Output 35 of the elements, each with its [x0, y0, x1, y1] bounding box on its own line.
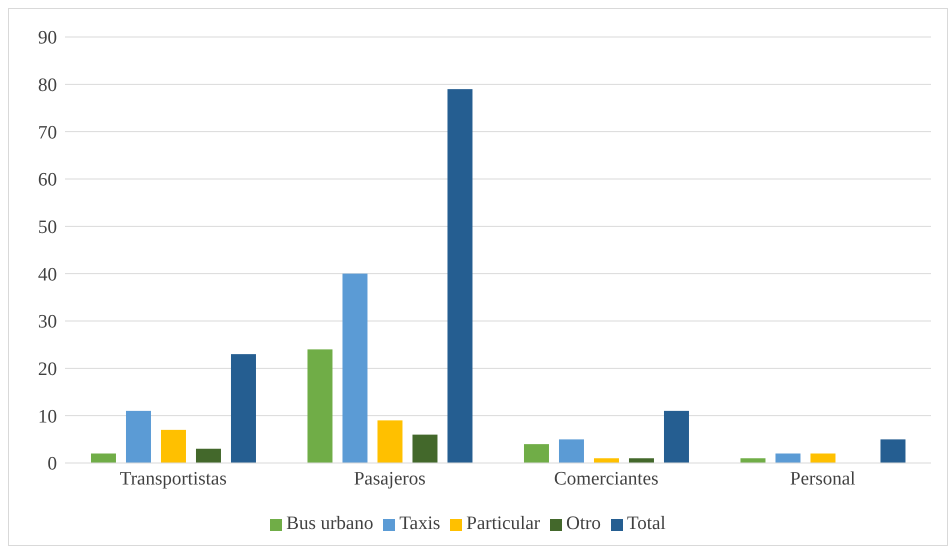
bar — [307, 349, 332, 463]
y-tick-label: 10 — [38, 406, 57, 428]
y-tick-label: 40 — [38, 264, 57, 286]
legend-label: Particular — [466, 513, 540, 534]
y-tick-label: 20 — [38, 359, 57, 380]
bar — [775, 454, 800, 463]
bar — [412, 434, 438, 463]
y-tick-label: 90 — [38, 28, 57, 49]
bar — [377, 420, 402, 463]
bar — [342, 274, 368, 463]
bar — [447, 89, 472, 463]
x-tick-label: Transportistas — [120, 468, 227, 490]
y-tick-label: 70 — [38, 122, 57, 144]
bar — [810, 454, 836, 463]
legend-label: Otro — [566, 513, 601, 534]
legend-label: Total — [626, 513, 666, 534]
bar — [90, 454, 116, 463]
x-tick-label: Comerciantes — [554, 468, 658, 490]
y-tick-label: 30 — [38, 312, 57, 333]
bar — [126, 410, 151, 463]
y-tick-label: 0 — [48, 454, 57, 475]
y-tick-label: 80 — [38, 75, 57, 96]
legend-label: Taxis — [399, 513, 440, 534]
y-tick-label: 50 — [38, 217, 57, 238]
bar — [664, 410, 689, 463]
bar — [196, 448, 221, 463]
bar — [524, 444, 549, 463]
legend-label: Bus urbano — [286, 513, 374, 534]
bar — [558, 439, 584, 463]
bar — [230, 354, 256, 463]
x-tick-label: Personal — [790, 468, 856, 490]
bar — [880, 439, 906, 463]
x-tick-label: Pasajeros — [354, 468, 426, 490]
y-tick-label: 60 — [38, 170, 57, 191]
bar — [160, 430, 186, 463]
